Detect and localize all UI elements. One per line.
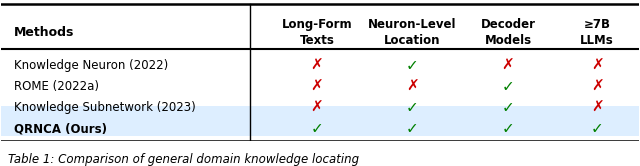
- Text: ✓: ✓: [406, 58, 419, 73]
- Text: ✗: ✗: [406, 79, 419, 94]
- Text: ✓: ✓: [406, 121, 419, 136]
- Text: ✗: ✗: [591, 100, 604, 115]
- Text: ✗: ✗: [310, 100, 323, 115]
- Text: Knowledge Subnetwork (2023): Knowledge Subnetwork (2023): [14, 101, 196, 114]
- Text: Long-Form
Texts: Long-Form Texts: [282, 18, 352, 47]
- Text: ✓: ✓: [502, 79, 515, 94]
- Text: ✗: ✗: [591, 58, 604, 73]
- Text: ✗: ✗: [310, 58, 323, 73]
- Text: QRNCA (Ours): QRNCA (Ours): [14, 122, 107, 135]
- Text: ✓: ✓: [310, 121, 323, 136]
- Text: ✓: ✓: [591, 121, 604, 136]
- Text: ✓: ✓: [502, 121, 515, 136]
- Text: Knowledge Neuron (2022): Knowledge Neuron (2022): [14, 59, 168, 72]
- Text: ≥7B
LLMs: ≥7B LLMs: [580, 18, 614, 47]
- Text: Methods: Methods: [14, 26, 74, 39]
- Text: ✗: ✗: [502, 58, 515, 73]
- Text: ✗: ✗: [591, 79, 604, 94]
- Text: ✓: ✓: [502, 100, 515, 115]
- Text: ✗: ✗: [310, 79, 323, 94]
- Text: ✓: ✓: [406, 100, 419, 115]
- Text: Decoder
Models: Decoder Models: [481, 18, 536, 47]
- Text: Table 1: Comparison of general domain knowledge locating: Table 1: Comparison of general domain kn…: [8, 153, 359, 166]
- Text: Neuron-Level
Location: Neuron-Level Location: [368, 18, 457, 47]
- Text: ROME (2022a): ROME (2022a): [14, 80, 99, 93]
- FancyBboxPatch shape: [1, 106, 639, 136]
